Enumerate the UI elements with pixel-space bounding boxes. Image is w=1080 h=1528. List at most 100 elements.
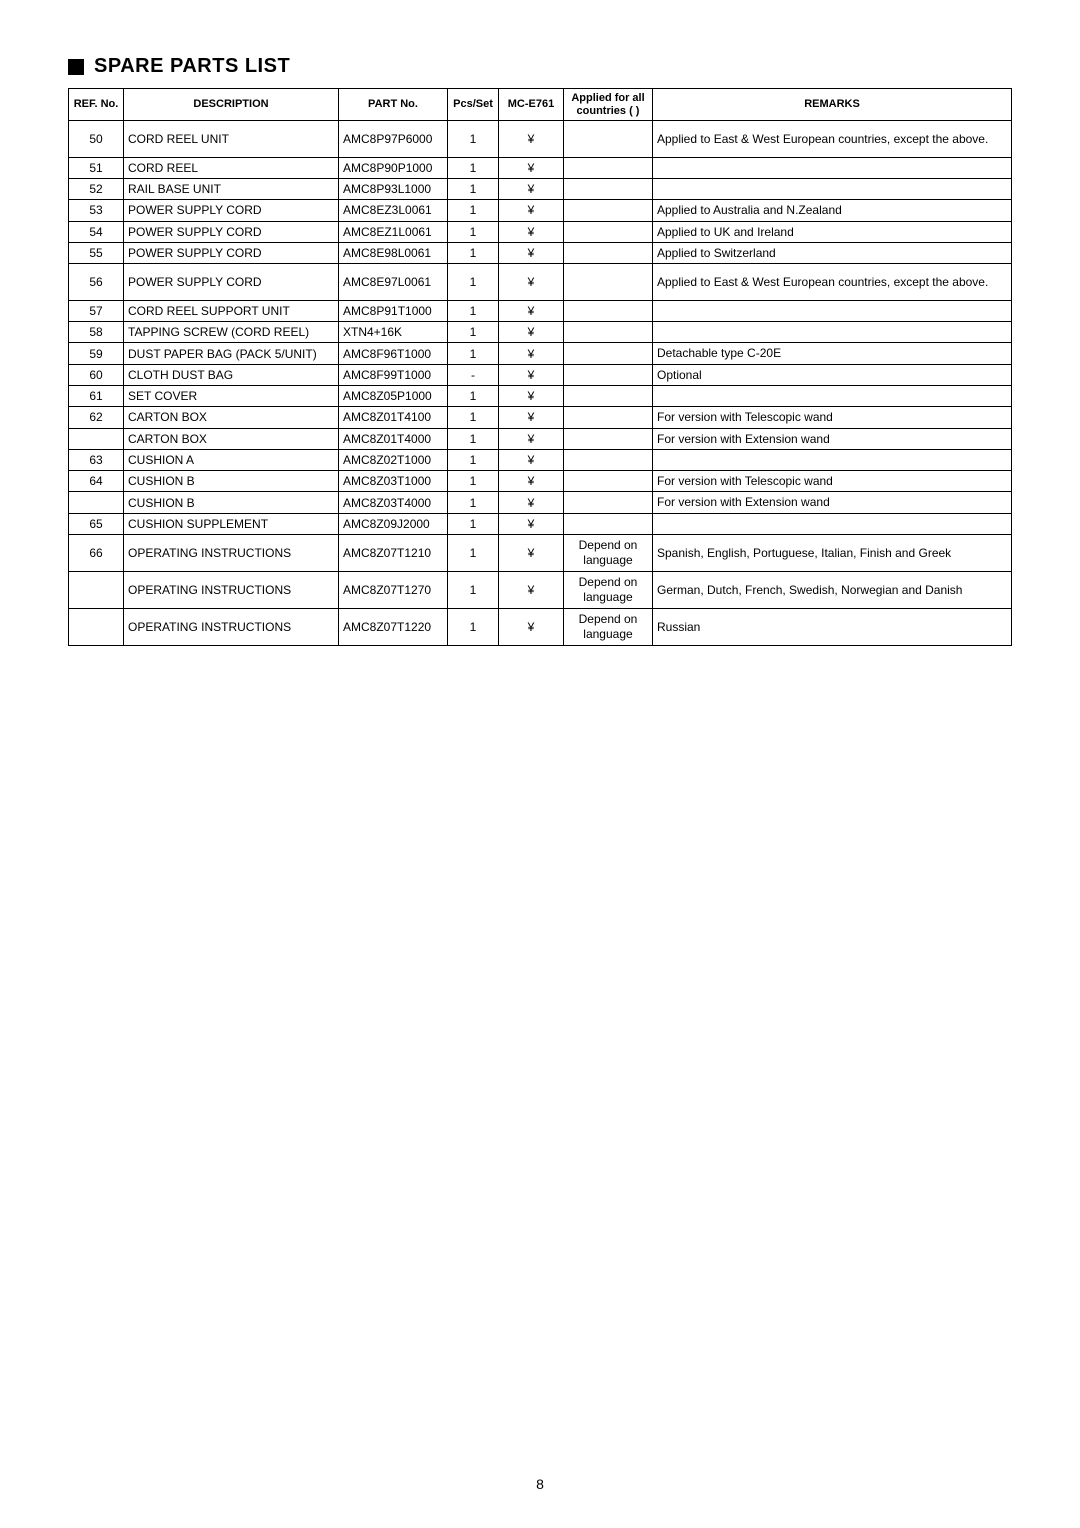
cell-part: AMC8EZ3L0061 [339, 200, 448, 221]
cell-mc: ¥ [499, 301, 564, 322]
cell-desc: POWER SUPPLY CORD [124, 200, 339, 221]
cell-rem: Applied to Australia and N.Zealand [653, 200, 1012, 221]
cell-mc: ¥ [499, 513, 564, 534]
cell-rem: For version with Extension wand [653, 492, 1012, 513]
cell-desc: CARTON BOX [124, 428, 339, 449]
cell-rem [653, 322, 1012, 343]
cell-mc: ¥ [499, 571, 564, 608]
table-row: CUSHION BAMC8Z03T40001¥For version with … [69, 492, 1012, 513]
cell-desc: CUSHION B [124, 471, 339, 492]
cell-rem [653, 450, 1012, 471]
cell-pcs: 1 [448, 121, 499, 158]
cell-pcs: 1 [448, 471, 499, 492]
cell-mc: ¥ [499, 243, 564, 264]
page: SPARE PARTS LIST REF. No. DESCRIPTION PA… [0, 0, 1080, 1528]
cell-ref: 54 [69, 221, 124, 242]
cell-mc: ¥ [499, 121, 564, 158]
cell-rem [653, 386, 1012, 407]
table-row: 52RAIL BASE UNITAMC8P93L10001¥ [69, 179, 1012, 200]
cell-desc: POWER SUPPLY CORD [124, 243, 339, 264]
cell-rem: German, Dutch, French, Swedish, Norwegia… [653, 571, 1012, 608]
table-row: 56POWER SUPPLY CORDAMC8E97L00611¥Applied… [69, 264, 1012, 301]
table-row: 61SET COVERAMC8Z05P10001¥ [69, 386, 1012, 407]
cell-app [564, 343, 653, 364]
cell-part: AMC8P93L1000 [339, 179, 448, 200]
cell-app [564, 179, 653, 200]
cell-part: AMC8Z03T1000 [339, 471, 448, 492]
cell-app [564, 428, 653, 449]
cell-ref: 62 [69, 407, 124, 428]
cell-app: Depend on language [564, 571, 653, 608]
cell-desc: RAIL BASE UNIT [124, 179, 339, 200]
cell-mc: ¥ [499, 322, 564, 343]
page-title: SPARE PARTS LIST [94, 55, 290, 78]
cell-part: AMC8Z07T1210 [339, 534, 448, 571]
table-row: 63CUSHION AAMC8Z02T10001¥ [69, 450, 1012, 471]
table-row: 53POWER SUPPLY CORDAMC8EZ3L00611¥Applied… [69, 200, 1012, 221]
cell-pcs: - [448, 364, 499, 385]
cell-part: AMC8Z09J2000 [339, 513, 448, 534]
cell-mc: ¥ [499, 364, 564, 385]
cell-part: AMC8E98L0061 [339, 243, 448, 264]
cell-desc: CUSHION B [124, 492, 339, 513]
cell-ref: 63 [69, 450, 124, 471]
cell-rem: For version with Telescopic wand [653, 471, 1012, 492]
cell-app [564, 221, 653, 242]
col-ref: REF. No. [69, 89, 124, 121]
cell-mc: ¥ [499, 608, 564, 645]
cell-pcs: 1 [448, 534, 499, 571]
cell-rem: Applied to Switzerland [653, 243, 1012, 264]
cell-ref: 56 [69, 264, 124, 301]
square-bullet-icon [68, 59, 84, 75]
table-row: 65CUSHION SUPPLEMENTAMC8Z09J20001¥ [69, 513, 1012, 534]
cell-pcs: 1 [448, 386, 499, 407]
cell-mc: ¥ [499, 179, 564, 200]
cell-part: AMC8P91T1000 [339, 301, 448, 322]
cell-desc: CORD REEL [124, 158, 339, 179]
cell-app [564, 200, 653, 221]
title-row: SPARE PARTS LIST [68, 55, 1012, 78]
cell-ref: 61 [69, 386, 124, 407]
cell-mc: ¥ [499, 428, 564, 449]
cell-pcs: 1 [448, 428, 499, 449]
table-row: 62CARTON BOXAMC8Z01T41001¥For version wi… [69, 407, 1012, 428]
cell-rem: Optional [653, 364, 1012, 385]
col-mc: MC-E761 [499, 89, 564, 121]
cell-desc: CARTON BOX [124, 407, 339, 428]
cell-mc: ¥ [499, 450, 564, 471]
cell-app [564, 301, 653, 322]
cell-part: AMC8EZ1L0061 [339, 221, 448, 242]
cell-desc: OPERATING INSTRUCTIONS [124, 608, 339, 645]
cell-desc: OPERATING INSTRUCTIONS [124, 534, 339, 571]
cell-part: AMC8Z02T1000 [339, 450, 448, 471]
spare-parts-table: REF. No. DESCRIPTION PART No. Pcs/Set MC… [68, 88, 1012, 646]
cell-ref [69, 571, 124, 608]
col-desc: DESCRIPTION [124, 89, 339, 121]
cell-mc: ¥ [499, 158, 564, 179]
cell-desc: OPERATING INSTRUCTIONS [124, 571, 339, 608]
cell-pcs: 1 [448, 407, 499, 428]
table-row: CARTON BOXAMC8Z01T40001¥For version with… [69, 428, 1012, 449]
cell-app [564, 492, 653, 513]
cell-ref: 52 [69, 179, 124, 200]
cell-desc: CORD REEL UNIT [124, 121, 339, 158]
cell-app [564, 513, 653, 534]
table-row: 50CORD REEL UNITAMC8P97P60001¥Applied to… [69, 121, 1012, 158]
cell-pcs: 1 [448, 264, 499, 301]
cell-part: AMC8Z03T4000 [339, 492, 448, 513]
table-row: OPERATING INSTRUCTIONSAMC8Z07T12701¥Depe… [69, 571, 1012, 608]
cell-part: AMC8F99T1000 [339, 364, 448, 385]
cell-pcs: 1 [448, 513, 499, 534]
table-row: 55POWER SUPPLY CORDAMC8E98L00611¥Applied… [69, 243, 1012, 264]
cell-rem: Detachable type C-20E [653, 343, 1012, 364]
cell-part: AMC8F96T1000 [339, 343, 448, 364]
table-row: 66OPERATING INSTRUCTIONSAMC8Z07T12101¥De… [69, 534, 1012, 571]
cell-app [564, 364, 653, 385]
cell-rem [653, 301, 1012, 322]
table-row: 57CORD REEL SUPPORT UNITAMC8P91T10001¥ [69, 301, 1012, 322]
cell-rem: Applied to East & West European countrie… [653, 121, 1012, 158]
cell-pcs: 1 [448, 571, 499, 608]
cell-desc: CLOTH DUST BAG [124, 364, 339, 385]
cell-rem: Russian [653, 608, 1012, 645]
cell-rem [653, 179, 1012, 200]
